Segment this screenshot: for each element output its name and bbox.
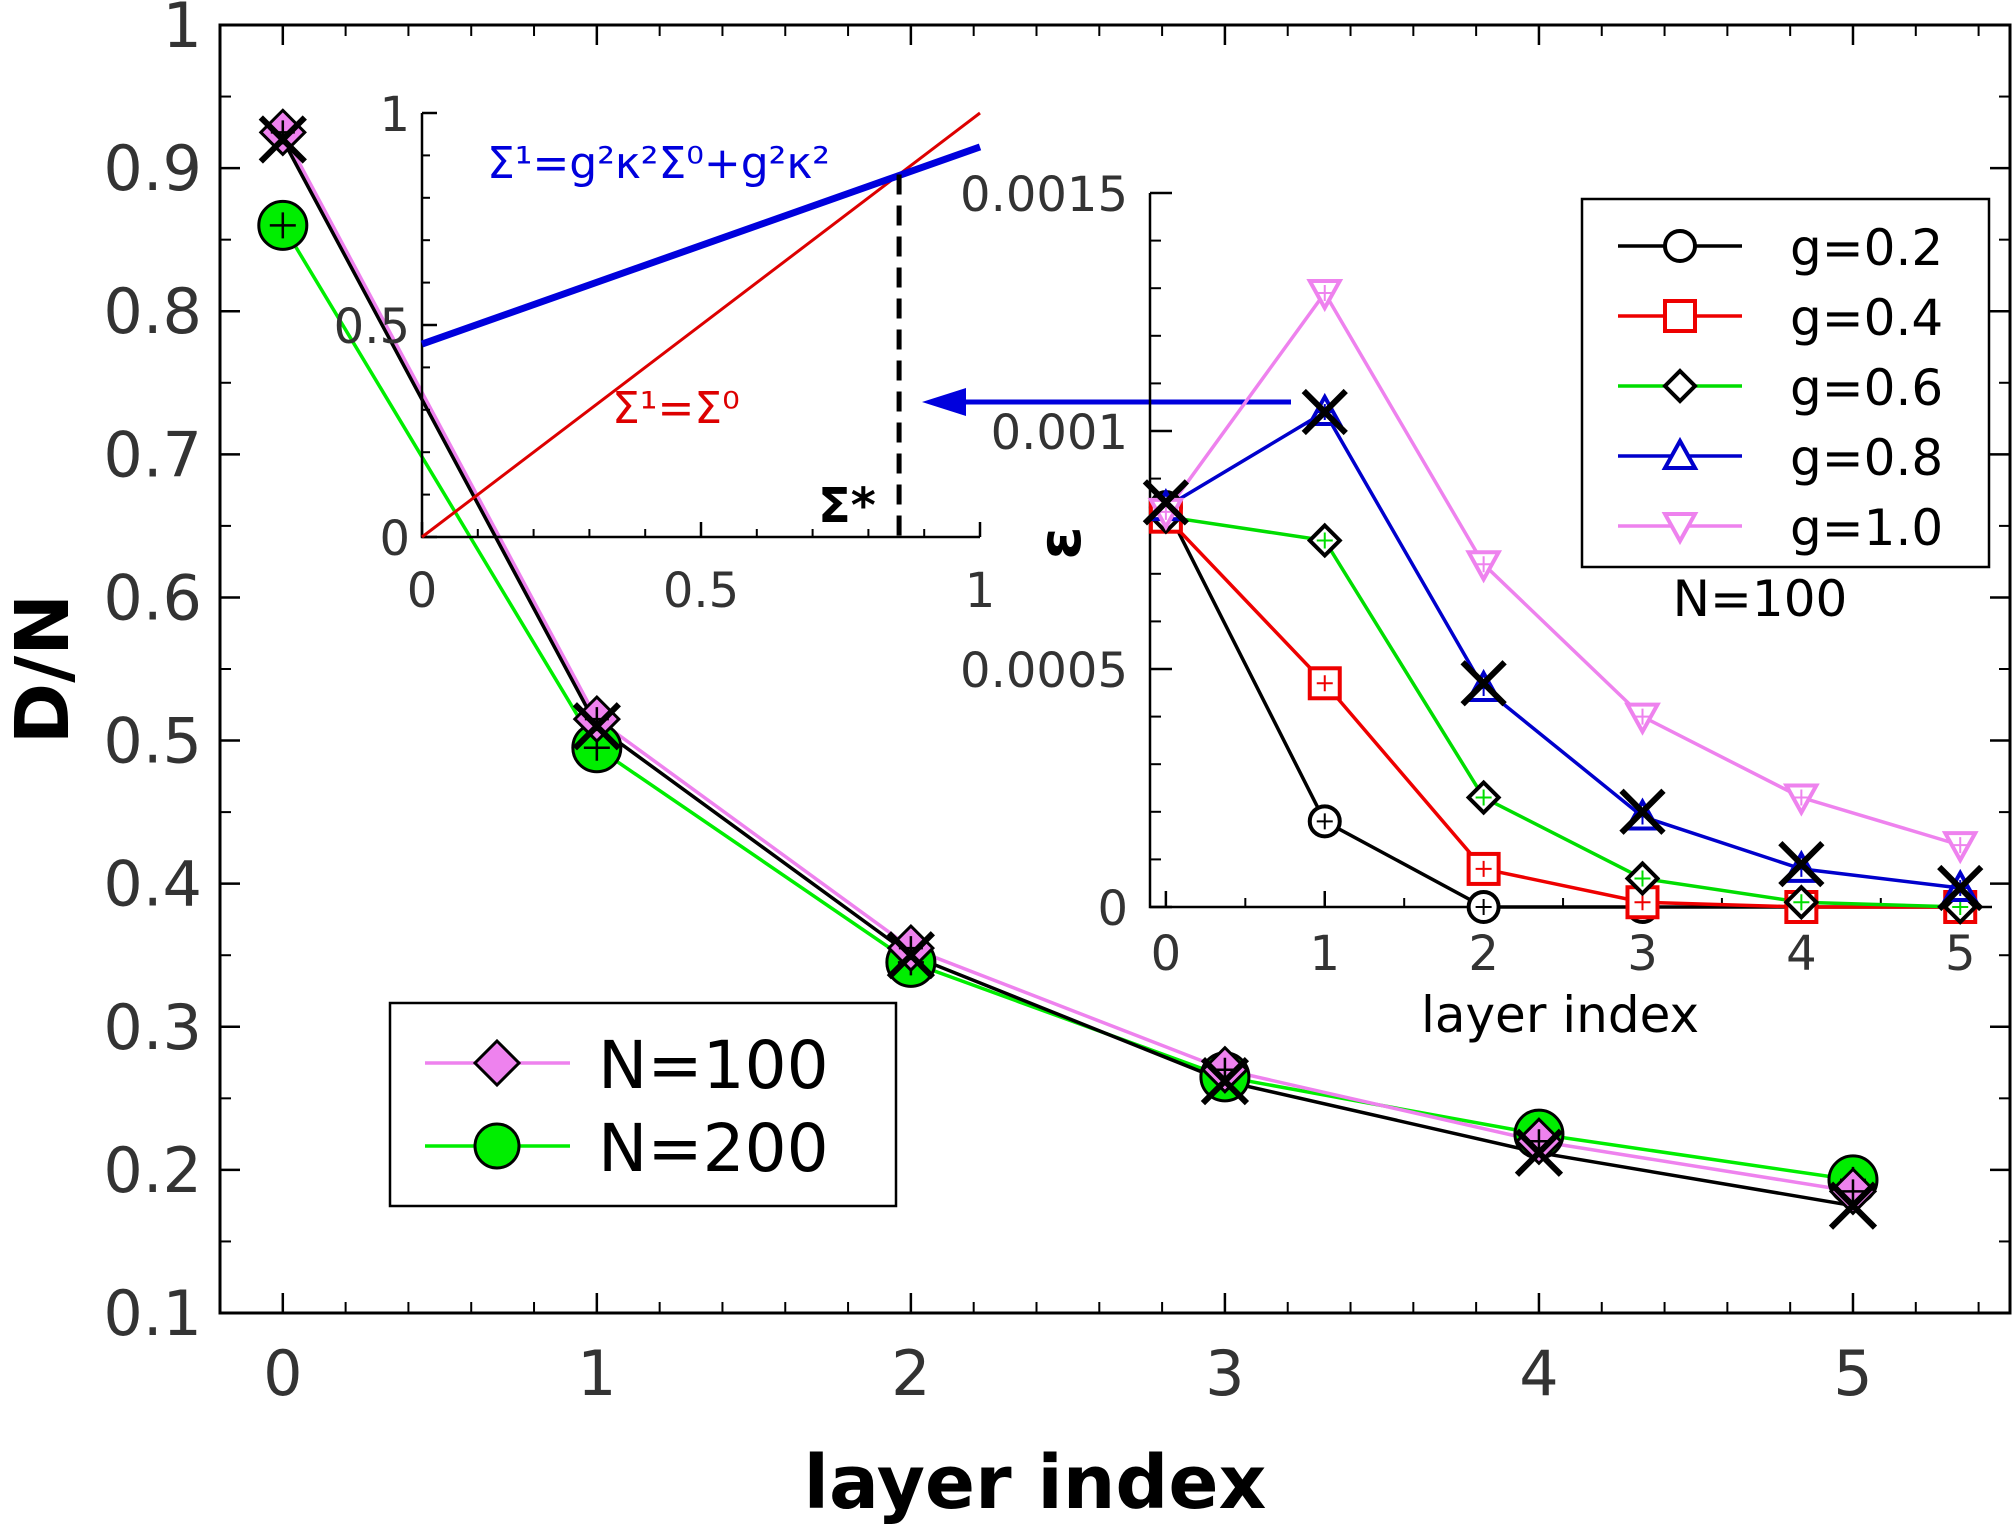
theory-point: [1460, 660, 1507, 707]
y-tick-label: 0.0005: [960, 643, 1128, 699]
legend-marker-n100: [472, 1038, 522, 1088]
theory-point: [1619, 788, 1666, 835]
y-tick-label: 0.5: [103, 705, 202, 778]
legend-box: [1580, 197, 1991, 569]
point-errorbar: [1840, 1179, 1865, 1204]
y-tick-label: 0.3: [103, 991, 202, 1064]
y-tick-label: 1: [379, 87, 410, 143]
x-tick-label: 3: [1205, 1337, 1244, 1410]
legend-box: [388, 1001, 898, 1208]
x-tick-label: 4: [1519, 1337, 1558, 1410]
theory-point: [1514, 1128, 1564, 1177]
point-errorbar: [1634, 870, 1651, 887]
x-axis-label: layer index: [1421, 986, 1699, 1044]
legend-label-n100: N=100: [598, 1027, 829, 1104]
y-tick-label: 0.8: [103, 275, 202, 348]
point-errorbar: [1475, 556, 1492, 573]
legend-marker-n200: [473, 1122, 521, 1170]
x-tick-label: 1: [577, 1337, 616, 1410]
inset-note-n100: N=100: [1673, 570, 1848, 628]
x-tick-label: 2: [891, 1337, 930, 1410]
point-errorbar: [269, 212, 296, 239]
series-line: [281, 131, 1854, 1194]
y-tick-label: 1: [163, 0, 202, 62]
point-errorbar: [1316, 532, 1333, 549]
x-tick-label: 3: [1627, 926, 1658, 982]
series-point: [1466, 851, 1501, 886]
legend-label: g=0.2: [1790, 219, 1943, 277]
y-tick-label: 0.5: [334, 299, 410, 355]
y-axis-label: ε: [1025, 526, 1095, 559]
x-tick-label: 0: [407, 563, 438, 619]
inset-sigma-chart: 0 0.5 1 0 0.5 1 Σ¹=g²κ²Σ⁰+g²κ² Σ¹=Σ⁰ Σ*: [334, 87, 1291, 619]
annotation-recursion: Σ¹=g²κ²Σ⁰+g²κ²: [487, 138, 830, 189]
point-errorbar: [1634, 894, 1651, 911]
recursion-line: [420, 143, 982, 348]
y-tick-label: 0.7: [103, 418, 202, 491]
y-axis-label: D/N: [0, 594, 86, 744]
y-tick-label: 0: [1097, 881, 1128, 937]
theory-point: [886, 931, 935, 980]
x-tick-label: 0: [263, 1337, 302, 1410]
legend-marker: [1663, 229, 1697, 263]
x-tick-label: 0: [1151, 926, 1182, 982]
point-errorbar: [1475, 860, 1492, 877]
point-errorbar: [1793, 789, 1810, 806]
y-tick-label: 0.6: [103, 561, 202, 634]
x-tick-label: 0.5: [663, 563, 739, 619]
y-tick-label: 0.4: [103, 848, 202, 921]
x-tick-label: 5: [1833, 1337, 1872, 1410]
y-tick-label: 0: [379, 511, 410, 567]
theory-point: [1778, 841, 1825, 888]
x-axis-label: layer index: [804, 1440, 1267, 1524]
legend-marker: [1661, 512, 1699, 546]
theory-point: [258, 115, 307, 164]
point-errorbar: [1634, 708, 1651, 725]
point-errorbar: [1793, 894, 1810, 911]
legend-label: g=1.0: [1790, 499, 1943, 557]
x-tick-label: 1: [965, 563, 996, 619]
legend-marker: [1662, 368, 1698, 404]
theory-point: [1200, 1057, 1250, 1106]
theory-point: [1301, 388, 1348, 436]
series-line: [1164, 289, 1961, 847]
series-line: [1164, 409, 1961, 890]
y-tick-label: 0.1: [103, 1277, 202, 1350]
legend-marker: [1661, 436, 1699, 470]
x-tick-label: 5: [1945, 926, 1976, 982]
legend-marker: [1663, 299, 1697, 333]
identity-line: [421, 111, 981, 539]
arrow-head: [922, 388, 966, 416]
theory-point: [1937, 864, 1984, 912]
theory-point: [572, 702, 621, 751]
theory-point: [1828, 1181, 1878, 1230]
series-line: [1165, 514, 1961, 909]
y-tick-label: 0.0015: [960, 167, 1128, 223]
y-tick-label: 0.001: [991, 405, 1128, 461]
series-point: [1307, 666, 1342, 701]
point-errorbar: [1316, 813, 1333, 830]
point-errorbar: [1316, 284, 1333, 301]
legend-label: g=0.6: [1790, 359, 1943, 417]
series-line: [1164, 515, 1961, 909]
legend-label: g=0.8: [1790, 429, 1943, 487]
point-errorbar: [1316, 675, 1333, 692]
annotation-sigma-star: Σ*: [818, 478, 876, 534]
legend-label: g=0.4: [1790, 289, 1943, 347]
legend-label-n200: N=200: [598, 1110, 829, 1187]
y-tick-label: 0.9: [103, 132, 202, 205]
annotation-identity: Σ¹=Σ⁰: [612, 383, 740, 434]
inset-epsilon-chart: 0 0.0005 0.001 0.0015 0 1 2 3 4 5 layer index ε g=0.…: [960, 167, 1992, 1044]
x-tick-label: 2: [1468, 926, 1499, 982]
x-tick-label: 4: [1786, 926, 1817, 982]
point-errorbar: [1475, 789, 1492, 806]
x-tick-label: 1: [1309, 926, 1340, 982]
series-line: [281, 138, 1854, 1208]
point-errorbar: [1475, 899, 1492, 915]
point-errorbar: [1952, 837, 1969, 854]
theory-point: [1142, 479, 1190, 526]
y-tick-label: 0.2: [103, 1134, 202, 1207]
